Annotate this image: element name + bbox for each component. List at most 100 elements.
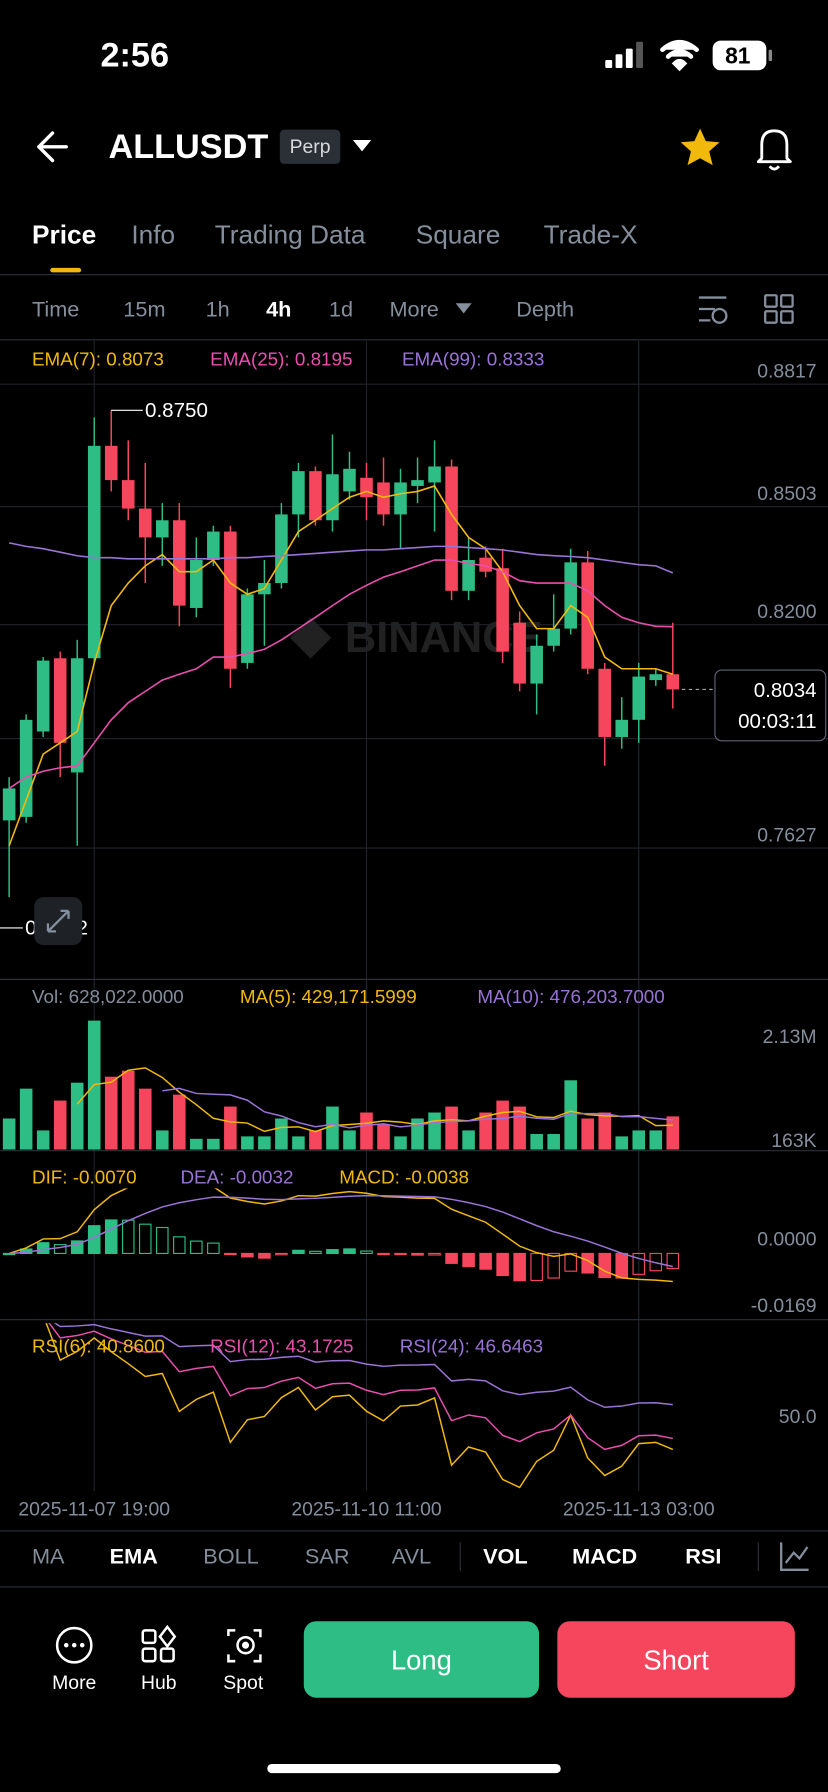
candle-body <box>87 445 101 659</box>
candle-body <box>241 594 254 663</box>
last-price: 0.8034 <box>754 679 817 702</box>
long-label[interactable]: Long <box>391 1645 452 1676</box>
indicator[interactable]: BOLL <box>203 1544 258 1569</box>
indicator-settings[interactable] <box>780 1542 809 1571</box>
candle-body <box>138 508 152 538</box>
legend-entry: EMA(7): 0.8073 <box>32 349 164 370</box>
indicator[interactable]: AVL <box>392 1544 431 1569</box>
macd-bar <box>615 1252 629 1279</box>
tab[interactable]: Trading Data <box>215 220 366 250</box>
volume-bar <box>632 1130 646 1150</box>
candle-body <box>394 482 407 515</box>
expand-icon <box>46 909 70 933</box>
indicator[interactable]: RSI <box>685 1544 721 1569</box>
y-tick-label: 0.0000 <box>757 1229 817 1251</box>
candle-body <box>581 562 594 669</box>
alert-bell[interactable] <box>756 129 792 171</box>
more-icon[interactable] <box>55 1626 93 1664</box>
tab[interactable]: Trade-X <box>544 220 638 250</box>
interval[interactable]: Depth <box>516 296 574 321</box>
volume-bar <box>547 1134 560 1150</box>
short-label[interactable]: Short <box>643 1645 709 1676</box>
interval[interactable]: 1h <box>206 296 230 321</box>
spot-label[interactable]: Spot <box>223 1672 264 1694</box>
volume-bar <box>394 1136 407 1150</box>
favorite-star[interactable] <box>680 128 720 166</box>
battery-nub <box>768 49 773 62</box>
layout-icon[interactable] <box>764 294 794 324</box>
more-label[interactable]: More <box>52 1672 96 1694</box>
back-button[interactable] <box>37 131 68 163</box>
symbol: ALLUSDT <box>108 128 268 166</box>
chart-settings-icon[interactable] <box>698 296 728 324</box>
macd-bar <box>666 1252 680 1270</box>
volume-bar <box>513 1106 526 1150</box>
volume-bar <box>326 1106 339 1150</box>
rsi-line <box>45 1323 674 1489</box>
x-tick-label: 2025-11-10 11:00 <box>291 1498 442 1520</box>
candle-body <box>598 668 612 737</box>
interval[interactable]: 1d <box>329 296 353 321</box>
macd-bar <box>326 1249 339 1255</box>
macd-bar <box>156 1226 169 1255</box>
candle-body <box>224 531 237 669</box>
indicator[interactable]: EMA <box>110 1544 159 1569</box>
indicator[interactable]: MACD <box>572 1544 637 1569</box>
volume-bar <box>224 1106 237 1150</box>
interval[interactable]: More <box>389 296 438 321</box>
macd-bar <box>224 1252 237 1256</box>
y-tick-label: 0.7627 <box>757 825 816 847</box>
volume-bar <box>173 1094 186 1150</box>
price-panel <box>2 410 680 898</box>
tab[interactable]: Square <box>416 220 501 250</box>
x-tick-label: 2025-11-07 19:00 <box>18 1498 170 1520</box>
interval[interactable]: 15m <box>123 296 165 321</box>
candle-body <box>343 468 356 492</box>
candle-body <box>564 562 577 629</box>
watermark-text: BINANCE <box>345 614 543 662</box>
countdown: 00:03:11 <box>738 710 816 733</box>
candle-body <box>156 520 169 538</box>
volume-bar <box>343 1130 356 1150</box>
spot-icon[interactable] <box>227 1629 262 1663</box>
hub-icon[interactable] <box>141 1624 177 1663</box>
macd-bar <box>496 1252 509 1277</box>
last-price-box <box>714 669 827 742</box>
volume-bar <box>292 1136 305 1150</box>
volume-bar <box>360 1112 373 1150</box>
macd-panel <box>2 1188 680 1283</box>
battery-icon <box>712 40 767 71</box>
intervals: Time 15m 1h 4h 1d More Depth <box>32 296 574 321</box>
interval[interactable]: Time <box>32 296 79 321</box>
volume-bar <box>428 1112 441 1150</box>
macd-bar <box>632 1252 646 1275</box>
volume-bar <box>615 1136 629 1150</box>
volume-bar <box>411 1118 424 1150</box>
y-tick-label: 50.0 <box>779 1406 817 1428</box>
rsi-line <box>53 1323 673 1409</box>
macd-bar <box>36 1242 50 1255</box>
indicator[interactable]: SAR <box>305 1544 350 1569</box>
overlay: 2025-11-07 19:00 2025-11-10 11:00 2025-11-… <box>0 349 827 1520</box>
macd-bar <box>104 1219 118 1255</box>
indicator[interactable]: MA <box>32 1544 65 1569</box>
volume-bar <box>104 1076 118 1150</box>
macd-bar <box>70 1240 84 1255</box>
hub-label[interactable]: Hub <box>141 1672 177 1694</box>
candle-body <box>479 557 492 572</box>
tab[interactable]: Price <box>32 220 96 250</box>
short-button[interactable] <box>557 1621 795 1698</box>
symbol-dropdown[interactable] <box>352 139 372 152</box>
interval[interactable]: 4h <box>266 296 291 321</box>
indicator[interactable]: VOL <box>483 1544 528 1569</box>
legend-entry: EMA(99): 0.8333 <box>402 349 544 370</box>
macd-bar <box>241 1252 254 1258</box>
watermark: BINANCE <box>290 614 543 662</box>
tab[interactable]: Info <box>131 220 175 250</box>
long-button[interactable] <box>303 1621 540 1698</box>
legend-entry: EMA(25): 0.8195 <box>210 349 352 370</box>
candle-body <box>326 474 339 521</box>
y-tick-label: -0.0169 <box>751 1295 817 1317</box>
